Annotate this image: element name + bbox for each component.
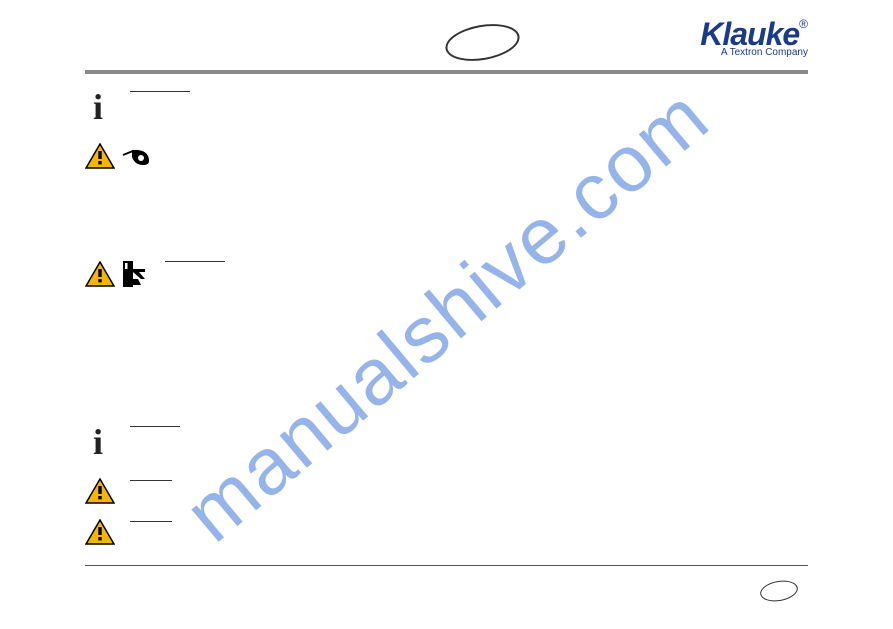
warning-row (85, 143, 808, 169)
notice-line (165, 259, 225, 262)
eye-protection-icon (119, 143, 153, 169)
warning-row (85, 478, 808, 509)
notice-line (130, 519, 172, 522)
notice-line (130, 89, 190, 92)
warning-icon (85, 261, 115, 287)
notice-line (130, 478, 172, 481)
page-number-oval (759, 578, 800, 604)
brand-logo: Klauke® A Textron Company (700, 18, 808, 58)
notice-line (130, 424, 180, 427)
warning-icon (85, 519, 115, 545)
registered-icon: ® (799, 17, 808, 31)
icon-cell (85, 259, 165, 289)
icon-cell (85, 478, 130, 509)
country-badge-oval (443, 19, 523, 66)
content-area: i (85, 74, 808, 550)
warning-row (85, 519, 808, 550)
info-icon: i (85, 89, 130, 125)
crush-hazard-icon (119, 259, 149, 289)
warning-icon (85, 143, 115, 169)
notice-row: i (85, 89, 808, 125)
icon-cell: i (85, 424, 130, 460)
notice-row: i (85, 424, 808, 460)
icon-cell (85, 519, 130, 550)
info-icon: i (85, 424, 130, 460)
icon-cell (85, 143, 165, 169)
page-header: Klauke® A Textron Company (85, 30, 808, 70)
warning-row (85, 259, 808, 289)
footer-divider (85, 565, 808, 566)
icon-cell: i (85, 89, 130, 125)
warning-icon (85, 478, 115, 504)
page: Klauke® A Textron Company i (0, 0, 893, 629)
